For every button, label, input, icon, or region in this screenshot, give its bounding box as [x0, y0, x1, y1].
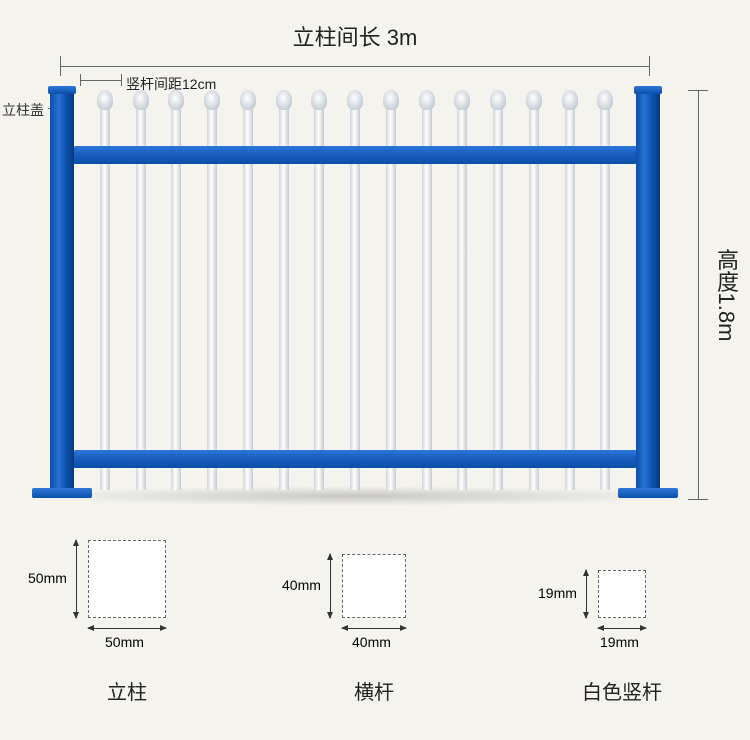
- h-dim-label: 19mm: [600, 634, 639, 650]
- post-cap: [48, 86, 76, 94]
- picket: [493, 108, 503, 490]
- v-arrow: [586, 570, 587, 618]
- post-base: [618, 488, 678, 498]
- h-arrow: [88, 628, 166, 629]
- h-arrow: [342, 628, 406, 629]
- cross-section: 19mm19mm 白色竖杆: [582, 570, 662, 705]
- post-cap-label: 立柱盖: [2, 100, 44, 120]
- picket: [207, 108, 217, 490]
- section-box-wrap: 50mm50mm: [88, 540, 166, 618]
- top-rail: [74, 146, 636, 164]
- section-title: 白色竖杆: [582, 676, 662, 705]
- section-square: [342, 554, 406, 618]
- picket: [171, 108, 181, 490]
- top-dimension-line: [60, 66, 650, 67]
- picket: [279, 108, 289, 490]
- right-dimension-label: 高度1.8m: [710, 249, 742, 342]
- h-dim-label: 40mm: [352, 634, 391, 650]
- v-dim-label: 19mm: [538, 585, 577, 601]
- picket: [314, 108, 324, 490]
- top-dimension: 立柱间长 3m: [60, 20, 650, 52]
- right-dimension: 高度1.8m: [688, 90, 738, 500]
- picket: [350, 108, 360, 490]
- v-arrow: [330, 554, 331, 618]
- picket: [100, 108, 110, 490]
- post-base: [32, 488, 92, 498]
- left-post: [50, 90, 74, 490]
- picket: [565, 108, 575, 490]
- top-dimension-label: 立柱间长 3m: [60, 20, 650, 52]
- section-title: 横杆: [354, 676, 394, 705]
- h-dim-label: 50mm: [105, 634, 144, 650]
- post-cap: [634, 86, 662, 94]
- v-dim-label: 50mm: [28, 570, 67, 586]
- picket: [422, 108, 432, 490]
- picket: [136, 108, 146, 490]
- cross-sections: 50mm50mm立柱40mm40mm横杆19mm19mm白色竖杆: [0, 540, 750, 705]
- v-arrow: [76, 540, 77, 618]
- section-box-wrap: 19mm19mm: [598, 570, 646, 618]
- section-box-wrap: 40mm40mm: [342, 554, 406, 618]
- section-title: 立柱: [107, 676, 147, 705]
- picket: [529, 108, 539, 490]
- h-arrow: [598, 628, 646, 629]
- picket-spacing-ticks: [80, 80, 122, 81]
- section-square: [88, 540, 166, 618]
- bottom-rail: [74, 450, 636, 468]
- v-dim-label: 40mm: [282, 577, 321, 593]
- picket: [243, 108, 253, 490]
- right-post: [636, 90, 660, 490]
- right-dimension-line: [698, 90, 699, 500]
- picket: [457, 108, 467, 490]
- fence-diagram: [50, 90, 660, 500]
- cross-section: 50mm50mm 立柱: [88, 540, 166, 705]
- cross-section: 40mm40mm 横杆: [342, 554, 406, 705]
- pickets-group: [74, 108, 636, 490]
- picket: [600, 108, 610, 490]
- section-square: [598, 570, 646, 618]
- picket: [386, 108, 396, 490]
